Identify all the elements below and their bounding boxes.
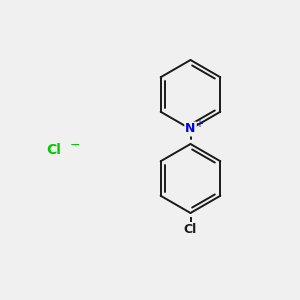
- Text: −: −: [70, 139, 80, 152]
- Text: Cl: Cl: [46, 143, 62, 157]
- Text: N: N: [185, 122, 196, 136]
- Text: +: +: [195, 118, 203, 129]
- Text: Cl: Cl: [184, 223, 197, 236]
